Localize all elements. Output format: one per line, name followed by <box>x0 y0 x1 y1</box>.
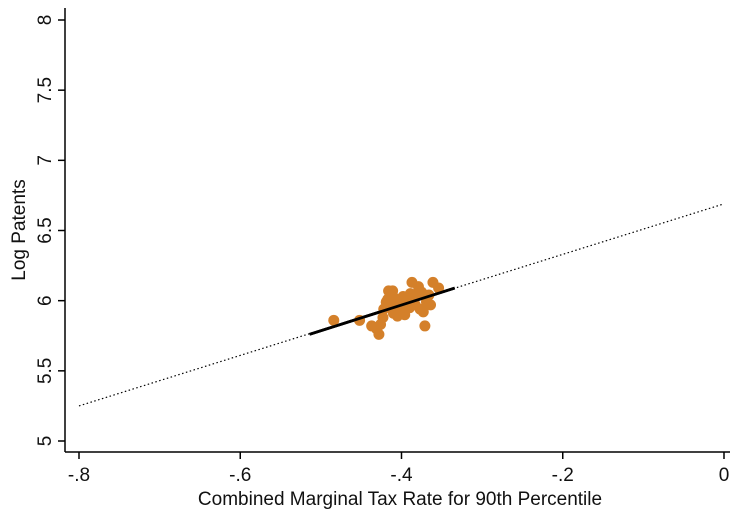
scatter-point <box>419 320 431 332</box>
scatter-point <box>377 312 389 324</box>
y-ticks: 5 5.5 6 6.5 7 7.5 8 <box>35 15 65 447</box>
y-tick-label: 7 <box>35 155 56 166</box>
scatter-point <box>425 299 437 311</box>
y-tick-label: 5 <box>35 436 56 447</box>
y-tick-label: 8 <box>35 15 56 26</box>
x-tick-label: -.8 <box>68 465 90 486</box>
solid-fit-line <box>309 286 456 336</box>
x-ticks: -.8 -.6 -.4 -.2 0 <box>68 452 729 486</box>
x-tick-label: 0 <box>719 465 730 486</box>
y-tick-label: 6 <box>35 295 56 306</box>
dotted-fit-line <box>78 203 725 407</box>
scatter-point <box>417 306 429 318</box>
y-tick-label: 6.5 <box>35 217 56 243</box>
x-tick-label: -.6 <box>229 465 251 486</box>
y-tick-label: 5.5 <box>35 358 56 384</box>
scatter-point <box>433 282 445 294</box>
scatter-point <box>328 314 340 326</box>
y-axis-title: Log Patents <box>9 179 30 280</box>
x-tick-label: -.4 <box>390 465 413 486</box>
x-tick-label: -.2 <box>552 465 574 486</box>
y-tick-label: 7.5 <box>35 77 56 103</box>
x-axis-title: Combined Marginal Tax Rate for 90th Perc… <box>198 489 602 510</box>
scatter-point <box>373 328 385 340</box>
scatter-points <box>328 276 445 340</box>
